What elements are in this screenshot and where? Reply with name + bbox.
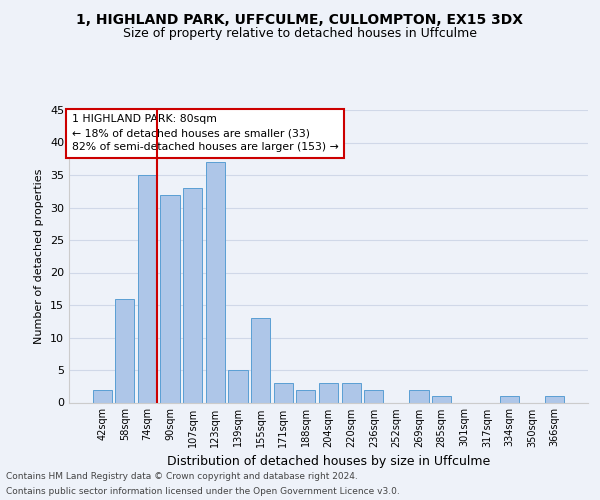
Text: 1, HIGHLAND PARK, UFFCULME, CULLOMPTON, EX15 3DX: 1, HIGHLAND PARK, UFFCULME, CULLOMPTON, … — [77, 12, 523, 26]
Bar — [296, 390, 316, 402]
Bar — [229, 370, 248, 402]
Bar — [341, 383, 361, 402]
Bar — [251, 318, 270, 402]
Bar — [274, 383, 293, 402]
Bar — [409, 390, 428, 402]
Text: Size of property relative to detached houses in Uffculme: Size of property relative to detached ho… — [123, 28, 477, 40]
Y-axis label: Number of detached properties: Number of detached properties — [34, 168, 44, 344]
Bar — [432, 396, 451, 402]
Text: Contains HM Land Registry data © Crown copyright and database right 2024.: Contains HM Land Registry data © Crown c… — [6, 472, 358, 481]
Bar — [545, 396, 565, 402]
Bar — [183, 188, 202, 402]
Bar — [500, 396, 519, 402]
Bar — [160, 194, 180, 402]
Bar — [115, 298, 134, 403]
Text: 1 HIGHLAND PARK: 80sqm
← 18% of detached houses are smaller (33)
82% of semi-det: 1 HIGHLAND PARK: 80sqm ← 18% of detached… — [71, 114, 338, 152]
Bar — [319, 383, 338, 402]
Bar — [364, 390, 383, 402]
X-axis label: Distribution of detached houses by size in Uffculme: Distribution of detached houses by size … — [167, 455, 490, 468]
Bar — [206, 162, 225, 402]
Text: Contains public sector information licensed under the Open Government Licence v3: Contains public sector information licen… — [6, 487, 400, 496]
Bar — [92, 390, 112, 402]
Bar — [138, 175, 157, 402]
